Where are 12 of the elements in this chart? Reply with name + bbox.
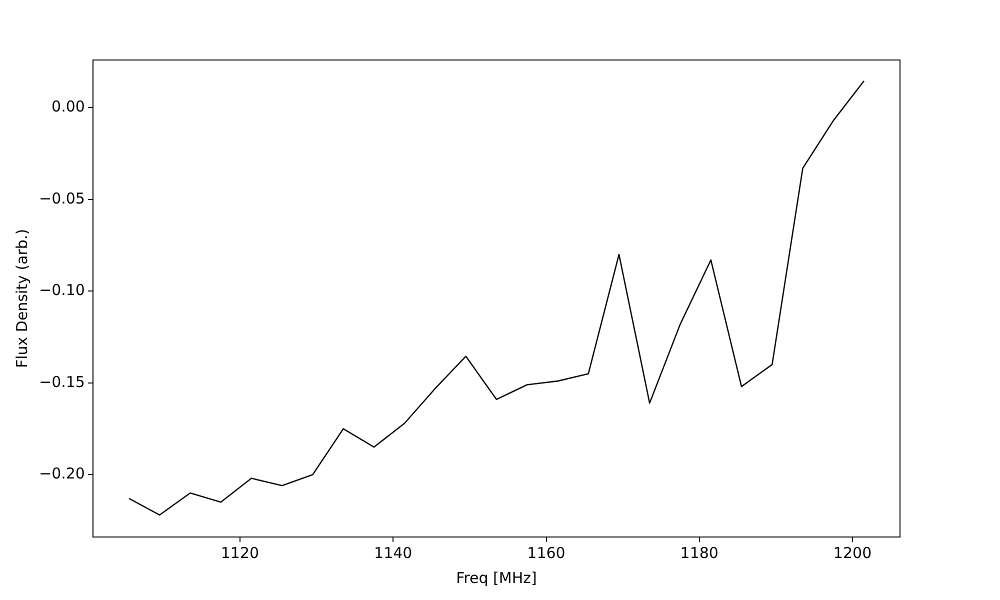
- y-tick-label: 0.00: [52, 98, 85, 116]
- x-tick-label: 1180: [680, 544, 718, 562]
- y-tick-label: −0.05: [39, 189, 85, 208]
- x-tick-label: 1160: [527, 544, 566, 562]
- x-tick-label: 1140: [374, 544, 412, 562]
- y-tick-label: −0.10: [39, 281, 85, 300]
- y-tick-label: −0.15: [39, 372, 85, 391]
- x-axis-title: Freq [MHz]: [456, 568, 537, 587]
- x-tick-label: 1120: [220, 544, 260, 562]
- x-tick-label: 1200: [833, 544, 872, 562]
- y-tick-label: −0.20: [39, 464, 85, 483]
- y-axis-title: Flux Density (arb.): [12, 228, 31, 368]
